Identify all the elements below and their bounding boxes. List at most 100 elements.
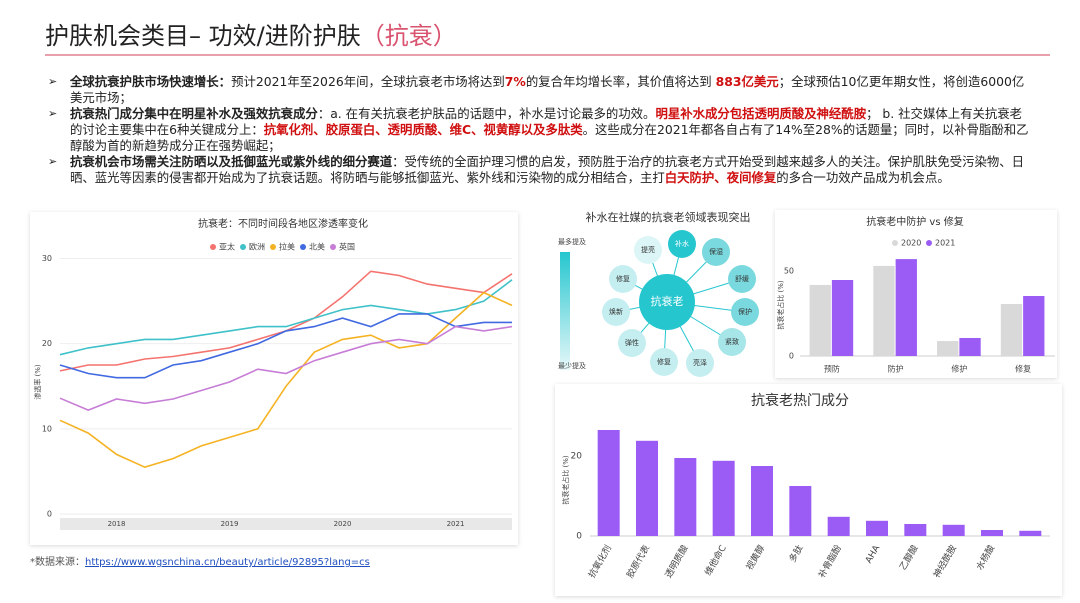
node-label: 焕新	[609, 307, 623, 316]
legend-label: 亚太	[219, 242, 235, 252]
line	[59, 279, 513, 356]
y-axis-label: 抗衰老占比 (%)	[776, 280, 785, 330]
bar	[866, 520, 888, 536]
y-axis-label: 渗透率 (%)	[33, 364, 42, 400]
center-label: 抗衰老	[651, 294, 684, 308]
node	[609, 265, 637, 293]
bullet-run: 抗衰热门成分集中在明星补水及强效抗衰成分	[70, 106, 318, 121]
legend-low: 最少提及	[558, 361, 586, 370]
source-label: *数据来源：	[30, 557, 85, 568]
node-label: 弹性	[625, 338, 639, 347]
bullet-run: 白天防护、夜间修复	[664, 170, 777, 185]
legend-swatch	[330, 244, 336, 250]
y-tick-label: 20	[571, 452, 583, 462]
bullet-list: 全球抗衰护肤市场快速增长：预计2021年至2026年间，全球抗衰老市场将达到7%…	[48, 74, 1033, 186]
diagram-title: 补水在社媒的抗衰老领域表现突出	[586, 210, 751, 224]
y-tick-label: 50	[784, 267, 794, 276]
bullet-run: ； b. 社交媒体上有关抗衰老的讨论主要集中在6种关键成分上：	[70, 106, 1023, 137]
bar	[789, 486, 812, 536]
node	[650, 348, 678, 376]
bullet-run: 的复合年均增长率，其价值将达到	[525, 74, 716, 89]
bullet-run: 明星补水成分包括透明质酸及神经酰胺	[655, 106, 867, 121]
chart-title: 抗衰老中防护 vs 修复	[866, 215, 964, 228]
node	[634, 236, 662, 264]
bullet: 抗衰机会市场需关注防晒以及抵御蓝光或紫外线的细分赛道：受传统的全面护理习惯的启发…	[48, 154, 1033, 186]
node	[686, 349, 714, 377]
x-tick-label: 预防	[824, 364, 840, 374]
line	[59, 313, 512, 379]
node-label: 舒缓	[735, 274, 749, 283]
node-label: 紧致	[725, 337, 739, 346]
bullet-run: 的多合一功效产品成为机会点。	[776, 170, 950, 185]
node-label: 提亮	[641, 245, 655, 254]
node-label: 修复	[657, 357, 671, 366]
legend-label: 2021	[935, 239, 955, 248]
node-label: 保湿	[709, 247, 723, 256]
node	[702, 238, 730, 266]
bar	[873, 265, 895, 356]
line	[59, 325, 513, 411]
source: *数据来源：https://www.wgsnchina.cn/beauty/ar…	[30, 553, 370, 568]
center-node	[639, 274, 695, 330]
node	[718, 328, 746, 356]
y-tick-label: 10	[42, 424, 52, 433]
bullet-run: 预计2021年至2026年间，全球抗衰老市场将达到	[231, 74, 505, 89]
y-tick-label: 0	[789, 352, 794, 361]
legend-high: 最多提及	[558, 237, 586, 246]
legend-label: 北美	[309, 242, 325, 252]
x-tick-label: 2019	[221, 520, 239, 528]
bar	[597, 430, 620, 536]
node-label: 补水	[675, 239, 689, 248]
bullet-run: ：受传统的全面护理习惯的启发，预防胜于治疗的抗衰老方式开始受到越来越多人的关注。…	[70, 154, 1025, 185]
bar	[895, 259, 917, 356]
bar	[1023, 295, 1045, 356]
node	[731, 298, 759, 326]
x-tick-label: 2020	[334, 520, 352, 528]
source-link[interactable]: https://www.wgsnchina.cn/beauty/article/…	[85, 557, 370, 568]
bar	[674, 458, 697, 536]
node	[618, 329, 646, 357]
x-tick-label: 2018	[108, 520, 126, 528]
bullet-run: 。这些成分在2021年都各自占有了14%至28%的话题量；同时，以补骨脂酚和乙醇…	[70, 122, 1029, 153]
slide-title: 护肤机会类目– 功效/进阶护肤（抗衰）	[45, 16, 457, 51]
bar	[904, 524, 927, 536]
legend-swatch	[926, 240, 932, 246]
bar	[959, 337, 981, 356]
bar	[937, 341, 959, 356]
title-rule	[45, 54, 1050, 56]
x-band-strip	[60, 518, 512, 530]
bar	[831, 280, 854, 356]
y-axis-label: 抗衰老占比 (%)	[561, 455, 570, 505]
bar	[827, 516, 850, 536]
legend-swatch	[892, 240, 898, 246]
legend-swatch	[210, 244, 216, 250]
node-label: 保护	[738, 307, 752, 316]
x-tick-label: 防护	[888, 364, 904, 374]
legend-label: 欧洲	[249, 242, 265, 252]
node	[602, 298, 630, 326]
bullet-run: 抗衰机会市场需关注防晒以及抵御蓝光或紫外线的细分赛道	[70, 154, 393, 169]
x-tick-label: 2021	[447, 520, 465, 528]
bullet-run: ：a. 在有关抗衰老护肤品的话题中，补水是讨论最多的功效。	[317, 106, 656, 121]
bar	[981, 530, 1003, 536]
legend-label: 2020	[901, 239, 921, 248]
node	[728, 265, 756, 293]
y-tick-label: 0	[47, 510, 52, 519]
bar	[809, 284, 831, 356]
node-label: 修复	[616, 274, 630, 283]
bullet-run: 7%	[504, 74, 526, 89]
y-tick-label: 20	[42, 339, 52, 348]
title-highlight: （抗衰）	[360, 22, 457, 50]
title-text: 护肤机会类目– 功效/进阶护肤	[45, 22, 361, 50]
chart-title: 抗衰老：不同时间段各地区渗透率变化	[198, 217, 368, 230]
bar	[1000, 303, 1023, 356]
bullet: 全球抗衰护肤市场快速增长：预计2021年至2026年间，全球抗衰老市场将达到7%…	[48, 74, 1033, 106]
panel	[30, 212, 518, 545]
bullet-run: 抗氧化剂、胶原蛋白、透明质酸、维C、视黄醇以及多肽类	[263, 122, 583, 137]
legend-label: 英国	[339, 242, 355, 252]
bar	[712, 460, 735, 536]
x-tick-label: 修复	[1015, 364, 1031, 374]
bullet-run: ；全球预估10亿更年期女性，将创造6000亿美元市场；	[70, 74, 1025, 105]
